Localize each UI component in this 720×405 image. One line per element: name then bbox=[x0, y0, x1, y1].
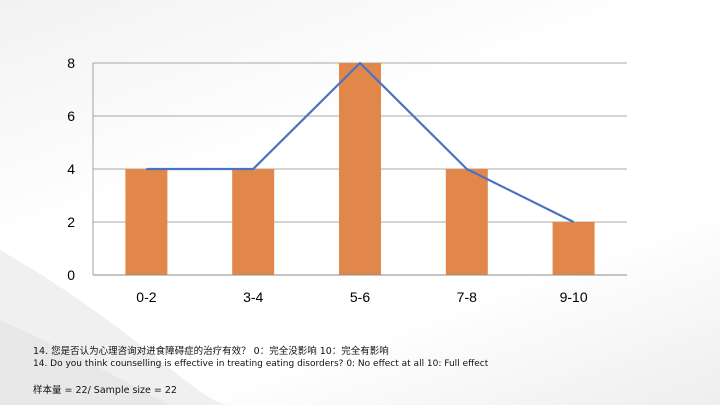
x-tick-label: 0-2 bbox=[136, 289, 156, 305]
y-tick-label: 0 bbox=[67, 267, 75, 283]
y-tick-label: 2 bbox=[67, 214, 75, 230]
bar bbox=[339, 63, 381, 275]
y-tick-label: 8 bbox=[67, 55, 75, 71]
trend-line bbox=[146, 61, 575, 223]
y-tick-label: 6 bbox=[67, 108, 75, 124]
x-tick-label: 3-4 bbox=[243, 289, 263, 305]
question-english: 14. Do you think counselling is effectiv… bbox=[33, 359, 489, 369]
bar bbox=[445, 169, 488, 275]
bar-chart: 0 2 4 6 8 0-2 3-4 5-6 7-8 9-10 bbox=[67, 55, 627, 305]
bar bbox=[232, 169, 275, 275]
x-tick-label: 5-6 bbox=[350, 289, 370, 305]
bar bbox=[552, 222, 595, 275]
sample-size: 样本量 = 22/ Sample size = 22 bbox=[33, 385, 177, 396]
x-tick-label: 9-10 bbox=[560, 289, 588, 305]
question-chinese: 14. 您是否认为心理咨询对进食障碍症的治疗有效？ 0：完全没影响 10：完全有… bbox=[33, 346, 389, 357]
x-tick-label: 7-8 bbox=[457, 289, 477, 305]
bar bbox=[125, 169, 168, 275]
y-tick-label: 4 bbox=[67, 161, 75, 177]
